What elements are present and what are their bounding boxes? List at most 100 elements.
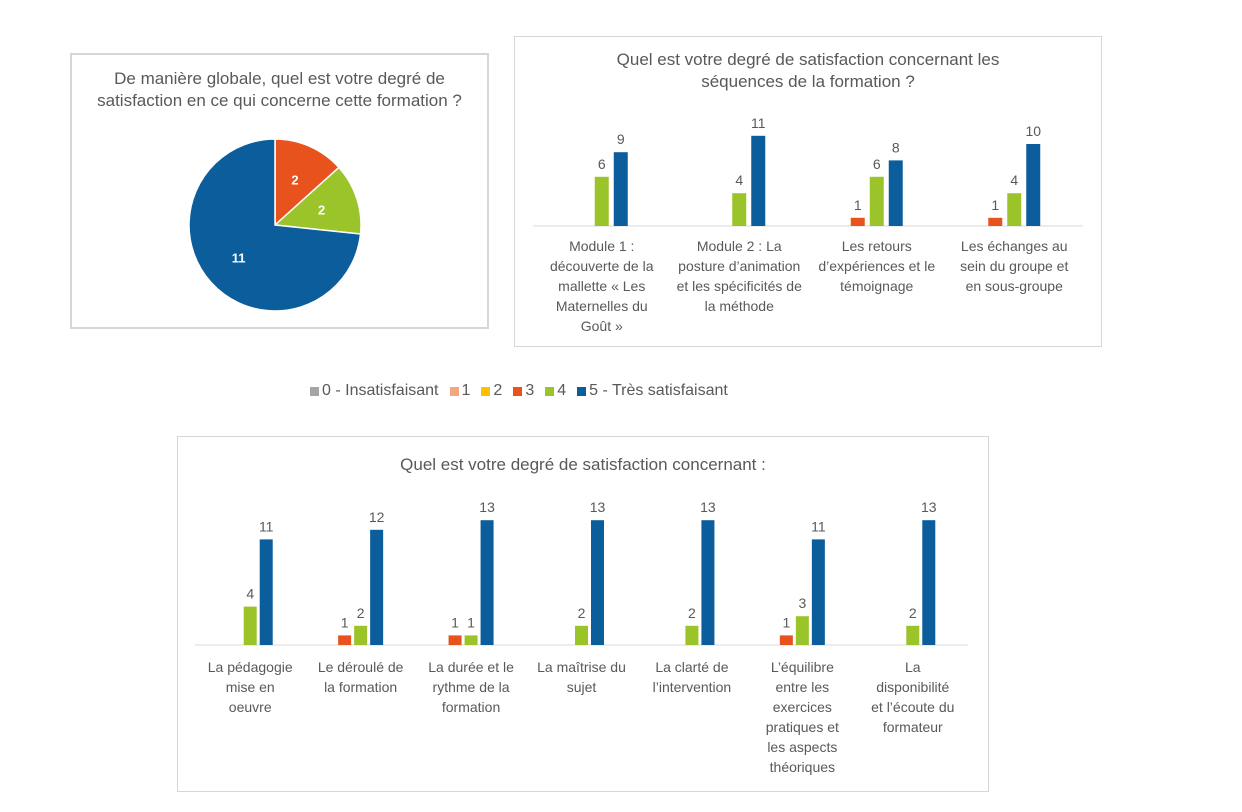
category-label-line: sujet xyxy=(566,679,597,695)
category-label-line: les aspects xyxy=(767,739,838,755)
category-label-line: disponibilité xyxy=(876,679,950,695)
pie-chart: 2 2 11 xyxy=(188,138,362,312)
bar-data-label: 6 xyxy=(598,156,606,172)
bar-data-label: 1 xyxy=(782,614,790,630)
bar-data-label: 2 xyxy=(357,605,365,621)
category-label: La disponibilité et l’écoute du formateur xyxy=(857,657,969,737)
bar-data-label: 12 xyxy=(369,509,385,525)
category-label: La maîtrise du sujet xyxy=(526,657,638,697)
bar xyxy=(732,193,747,226)
criteria-title-line-1: Quel est votre degré de satisfaction con… xyxy=(400,455,766,474)
bar-data-label: 11 xyxy=(751,115,766,131)
category-label-line: La pédagogie xyxy=(207,659,293,675)
pie-data-label: 2 xyxy=(291,173,298,188)
bar-data-label: 2 xyxy=(688,605,696,621)
legend-item: 2 xyxy=(481,382,502,400)
bar xyxy=(988,217,1003,226)
bar-data-label: 1 xyxy=(451,614,459,630)
category-label: La pédagogie mise en oeuvre xyxy=(194,657,306,717)
category-label-line: Les retours xyxy=(841,238,912,254)
legend-label: 2 xyxy=(493,382,503,399)
pie-slice xyxy=(188,138,362,312)
category-label-line: entre les xyxy=(775,679,830,695)
bar xyxy=(1026,144,1041,226)
bar xyxy=(259,539,273,645)
pie-title-line-2: satisfaction en ce qui concerne cette fo… xyxy=(97,91,462,110)
legend-swatch xyxy=(481,386,491,396)
category-label-line: d’expériences et le xyxy=(818,258,936,274)
bar xyxy=(591,520,604,645)
category-label: Les retours d’expériences et le témoignage xyxy=(806,236,948,296)
category-label-line: formation xyxy=(441,699,501,715)
bar xyxy=(594,176,609,226)
bar xyxy=(906,625,920,645)
category-label-line: sein du groupe et xyxy=(960,258,1069,274)
bar-data-label: 4 xyxy=(735,172,743,188)
bar xyxy=(811,539,825,645)
bar-data-label: 13 xyxy=(700,499,716,515)
bar-data-label: 11 xyxy=(811,518,826,534)
category-label-line: Maternelles du xyxy=(555,298,648,314)
category-label: La durée et le rythme de la formation xyxy=(415,657,527,717)
legend-item: 5 - Très satisfaisant xyxy=(577,382,728,400)
sequences-chart-panel: Quel est votre degré de satisfaction con… xyxy=(514,36,1102,347)
bar-data-label: 10 xyxy=(1025,123,1041,139)
bar-data-label: 13 xyxy=(590,499,606,515)
category-label-line: et les spécificités de xyxy=(676,278,802,294)
category-label-line: théoriques xyxy=(769,759,836,775)
bar-data-label: 1 xyxy=(467,614,475,630)
legend-item: 3 xyxy=(513,382,534,400)
legend-swatch xyxy=(449,386,459,396)
pie-slice xyxy=(273,166,362,235)
category-label-line: et l’écoute du xyxy=(871,699,955,715)
legend-swatch xyxy=(577,386,587,396)
bar-data-label: 4 xyxy=(1010,172,1018,188)
bar-data-label: 13 xyxy=(921,499,937,515)
pie-chart-title: De manière globale, quel est votre degré… xyxy=(72,68,487,112)
category-label-line: mallette « Les xyxy=(558,278,646,294)
sequences-chart-title: Quel est votre degré de satisfaction con… xyxy=(515,49,1101,93)
bar-data-label: 1 xyxy=(991,197,999,213)
category-label-line: formateur xyxy=(882,719,943,735)
category-label-line: en sous-groupe xyxy=(965,278,1063,294)
legend-label: 4 xyxy=(557,382,567,399)
bar xyxy=(448,635,462,645)
bar xyxy=(888,160,903,226)
legend-label: 3 xyxy=(525,382,535,399)
category-label-line: La durée et le xyxy=(428,659,514,675)
bar xyxy=(613,152,628,226)
category-label-line: mise en xyxy=(225,679,275,695)
category-label-line: la méthode xyxy=(704,298,774,314)
pie-chart-panel: De manière globale, quel est votre degré… xyxy=(70,53,489,329)
category-label-line: La clarté de xyxy=(655,659,729,675)
category-label-line: La maîtrise du xyxy=(537,659,626,675)
bar-data-label: 3 xyxy=(798,595,806,611)
chart-legend: 0 - Insatisfaisant 1 2 3 4 5 - Très satisfais… xyxy=(310,381,728,401)
bar xyxy=(354,625,368,645)
category-label-line: l’intervention xyxy=(652,679,732,695)
legend-item: 0 - Insatisfaisant xyxy=(310,382,439,400)
category-label-line: oeuvre xyxy=(228,699,272,715)
bar xyxy=(795,616,809,645)
category-label-line: rythme de la xyxy=(432,679,510,695)
category-label-line: Module 1 : xyxy=(569,238,635,254)
bar xyxy=(779,635,793,645)
criteria-chart-title: Quel est votre degré de satisfaction con… xyxy=(178,454,988,476)
bar xyxy=(751,135,766,226)
criteria-chart-panel: Quel est votre degré de satisfaction con… xyxy=(177,436,989,792)
category-label-line: Module 2 : La xyxy=(696,238,782,254)
bar xyxy=(243,606,257,645)
legend-swatch xyxy=(545,386,555,396)
bar-data-label: 1 xyxy=(341,614,349,630)
bar-data-label: 6 xyxy=(873,156,881,172)
pie-title-line-1: De manière globale, quel est votre degré… xyxy=(114,69,445,88)
bar xyxy=(480,520,494,645)
category-label: Module 2 : La posture d’animation et les s… xyxy=(668,236,810,316)
category-label-line: posture d’animation xyxy=(678,258,801,274)
legend-label: 0 - Insatisfaisant xyxy=(322,382,439,399)
legend-item: 4 xyxy=(545,382,566,400)
bar-data-label: 1 xyxy=(854,197,862,213)
bar xyxy=(685,625,699,645)
category-label-line: découverte de la xyxy=(549,258,654,274)
